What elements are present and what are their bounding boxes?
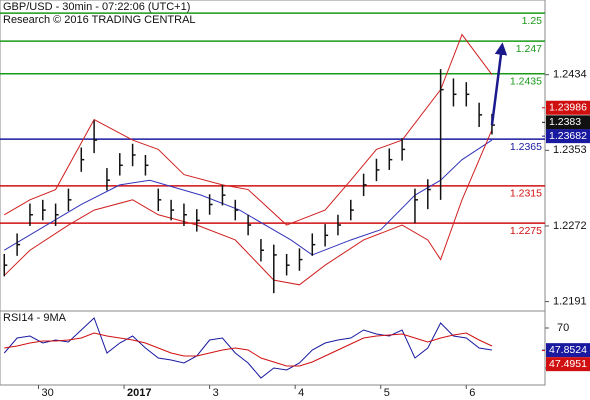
price-tag-box [546, 100, 590, 115]
rsi-tag: 47.4951 [549, 358, 587, 370]
overlay-line [4, 139, 493, 256]
y-tick-label: 1.2434 [553, 69, 587, 81]
y-tick-label: 1.2191 [553, 296, 587, 308]
level-label: 1.2435 [510, 76, 542, 88]
price-tag-box [546, 129, 590, 144]
y-tick-label: 1.2353 [553, 144, 587, 156]
chart-subtitle: Research © 2016 TRADING CENTRAL [3, 14, 196, 26]
x-tick-label: 30 [42, 387, 54, 399]
x-tick-label: 6 [469, 387, 475, 399]
rsi-line [3, 317, 493, 379]
level-label: 1.2365 [510, 141, 542, 153]
price-tag-box [546, 115, 590, 130]
x-tick-label: 4 [298, 387, 304, 399]
level-label: 1.247 [516, 43, 542, 55]
y-tick-label: 70 [557, 322, 569, 334]
overlay-line [4, 33, 493, 226]
rsi-title: RSI14 - 9MA [3, 312, 67, 324]
level-label: 1.25 [522, 15, 543, 27]
chart-title: GBP/USD - 30min - 07:22:06 (UTC+1) [3, 1, 190, 13]
price-tag: 1.2383 [549, 116, 581, 128]
y-tick-label: 1.2272 [553, 220, 587, 232]
price-tag: 1.23986 [549, 102, 587, 114]
rsi-tag: 47.8524 [549, 344, 587, 356]
x-tick-label: 5 [384, 387, 390, 399]
x-tick-label: 2017 [127, 387, 151, 399]
forecast-arrow [490, 42, 508, 126]
level-label: 1.2275 [510, 225, 542, 237]
price-tag: 1.23682 [549, 130, 587, 142]
level-label: 1.2315 [510, 188, 542, 200]
rsi-tag-box [546, 357, 590, 372]
rsi-line [4, 332, 493, 367]
x-tick-label: 3 [213, 387, 219, 399]
plot-frame [0, 0, 546, 386]
rsi-tag-box [546, 343, 590, 358]
